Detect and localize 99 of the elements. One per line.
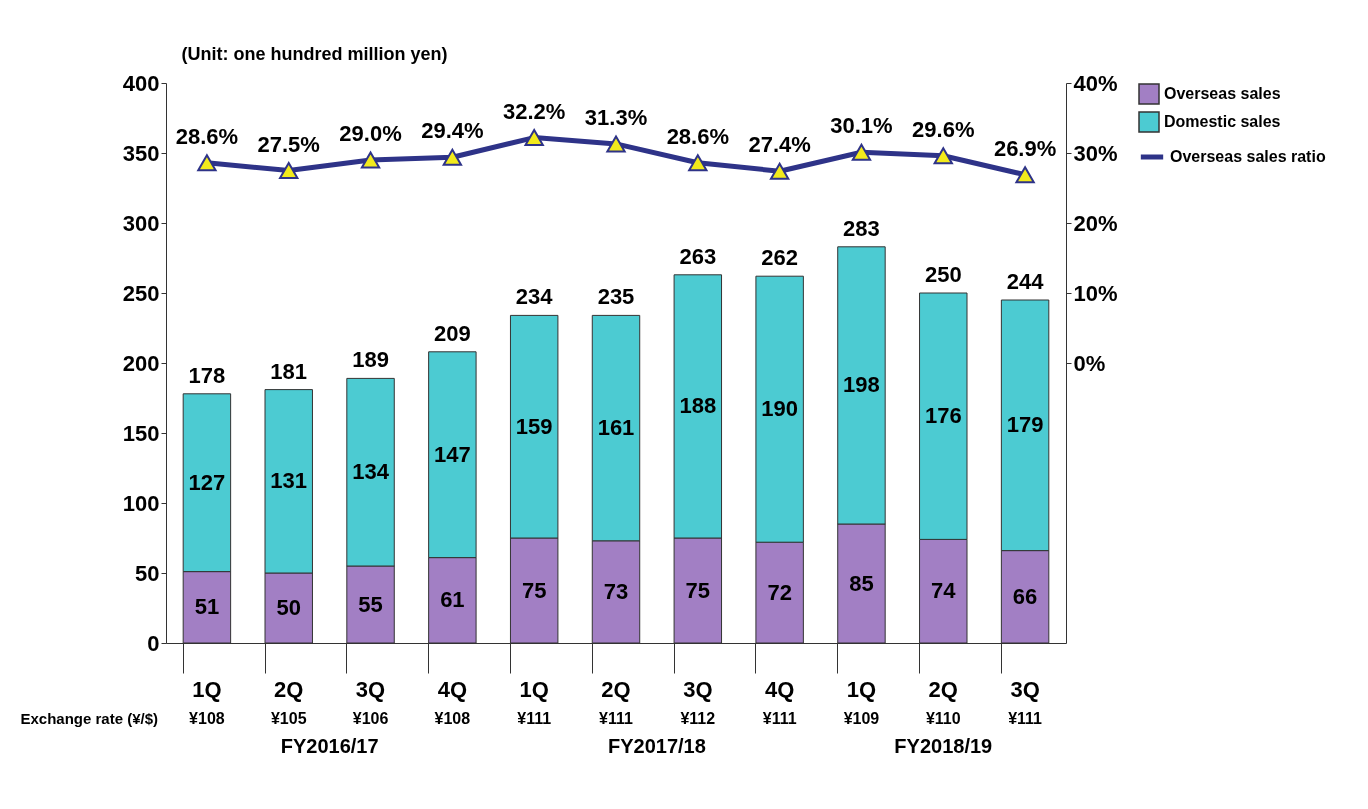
y2-tick-label: 30% xyxy=(1073,140,1118,166)
text: ¥111 xyxy=(1008,710,1043,727)
point xyxy=(688,154,708,172)
data-label: 190 xyxy=(761,396,798,422)
total-label: 189 xyxy=(352,347,389,373)
y2-tick-label: 40% xyxy=(1073,70,1118,96)
total-label: 209 xyxy=(434,320,471,346)
y-tick-label: 350 xyxy=(122,140,160,166)
x-tick-label: 1Q xyxy=(192,676,222,702)
text: ¥112 xyxy=(680,710,716,727)
data-label: 179 xyxy=(1006,412,1044,438)
data-label: 134 xyxy=(352,459,390,485)
data-label: 28.6% xyxy=(175,123,239,149)
x-tick-label: 2Q xyxy=(928,676,958,702)
data-label: 31.3% xyxy=(584,104,648,130)
text: ¥108 xyxy=(189,710,225,727)
data-label: 51 xyxy=(194,594,220,620)
data-label: 32.2% xyxy=(502,98,566,124)
text: ¥106 xyxy=(352,710,389,727)
x-tick-label: 4Q xyxy=(764,676,795,702)
x-tick-label: 3Q xyxy=(1010,676,1040,702)
data-label: 28.6% xyxy=(666,123,730,149)
data-label: 75 xyxy=(521,577,547,603)
data-label: 72 xyxy=(767,579,792,605)
text: Exchange rate (¥/$) xyxy=(20,710,158,727)
point xyxy=(933,147,953,165)
x-tick-label: 3Q xyxy=(355,676,386,702)
data-label: 85 xyxy=(849,570,874,596)
data-label: 176 xyxy=(924,403,962,429)
point xyxy=(197,154,217,172)
text: ¥111 xyxy=(517,710,552,727)
y-tick-label: 50 xyxy=(135,560,160,586)
point xyxy=(442,148,463,166)
text: ¥111 xyxy=(762,710,797,727)
data-label: 66 xyxy=(1012,583,1038,609)
point xyxy=(769,162,790,180)
data-label: 61 xyxy=(440,587,465,613)
x-tick-label: 2Q xyxy=(274,676,304,702)
x-tick-label: 1Q xyxy=(846,676,877,702)
data-label: 50 xyxy=(276,595,301,620)
data-label: 131 xyxy=(270,468,308,494)
data-label: 161 xyxy=(597,415,635,441)
text: FY2017/18 xyxy=(607,735,706,757)
y-tick-label: 250 xyxy=(122,280,160,306)
total-label: 262 xyxy=(761,245,798,271)
y-tick-label: 100 xyxy=(122,490,160,516)
y2-tick-label: 0% xyxy=(1073,350,1106,376)
point xyxy=(524,129,544,147)
text: ¥111 xyxy=(599,710,634,727)
point xyxy=(1015,166,1035,184)
point xyxy=(279,162,299,179)
y2-tick-label: 20% xyxy=(1073,210,1118,236)
x-tick-label: 3Q xyxy=(683,676,713,702)
text: ¥105 xyxy=(270,710,307,727)
data-label: 29.0% xyxy=(339,121,402,146)
data-label: 147 xyxy=(434,441,471,467)
data-label: 127 xyxy=(188,469,226,495)
data-label: 27.4% xyxy=(748,132,811,158)
y-tick-label: 300 xyxy=(122,210,160,236)
data-label: 188 xyxy=(679,393,717,419)
y-tick-label: 150 xyxy=(122,420,160,446)
data-label: 75 xyxy=(685,577,711,603)
y-tick-label: 0 xyxy=(147,630,160,656)
text: ¥110 xyxy=(925,710,961,727)
data-label: 29.4% xyxy=(421,118,484,144)
x-tick-label: 2Q xyxy=(601,676,631,702)
legend-label: Overseas sales xyxy=(1164,85,1281,102)
y2-tick-label: 10% xyxy=(1073,280,1118,306)
data-label: 74 xyxy=(931,578,957,604)
x-tick-label: 4Q xyxy=(437,676,468,702)
y-tick-label: 200 xyxy=(122,350,160,376)
text: ¥108 xyxy=(434,710,471,727)
total-label: 235 xyxy=(597,284,635,310)
text: FY2016/17 xyxy=(280,735,379,757)
data-label: 73 xyxy=(603,578,629,604)
total-label: 250 xyxy=(924,262,962,287)
total-label: 283 xyxy=(843,215,880,241)
total-label: 234 xyxy=(515,284,554,310)
total-label: 263 xyxy=(679,243,717,269)
y-axis-title: (Unit: one hundred million yen) xyxy=(181,43,448,64)
data-label: 29.6% xyxy=(912,116,975,142)
total-label: 181 xyxy=(270,358,308,384)
point xyxy=(360,151,381,169)
total-label: 244 xyxy=(1006,269,1045,294)
y-tick-label: 400 xyxy=(122,70,160,96)
x-tick-label: 1Q xyxy=(519,676,549,702)
data-label: 30.1% xyxy=(830,113,893,139)
text: FY2018/19 xyxy=(894,735,993,757)
text: ¥109 xyxy=(843,710,880,727)
total-label: 178 xyxy=(188,362,226,388)
data-label: 26.9% xyxy=(993,135,1057,161)
data-label: 27.5% xyxy=(257,131,320,157)
data-label: 55 xyxy=(358,591,383,617)
point xyxy=(851,143,872,161)
data-label: 198 xyxy=(843,372,880,398)
legend-label: Overseas sales ratio xyxy=(1170,148,1326,165)
point xyxy=(606,135,626,153)
data-label: 159 xyxy=(515,413,553,439)
legend-label: Domestic sales xyxy=(1164,113,1281,130)
